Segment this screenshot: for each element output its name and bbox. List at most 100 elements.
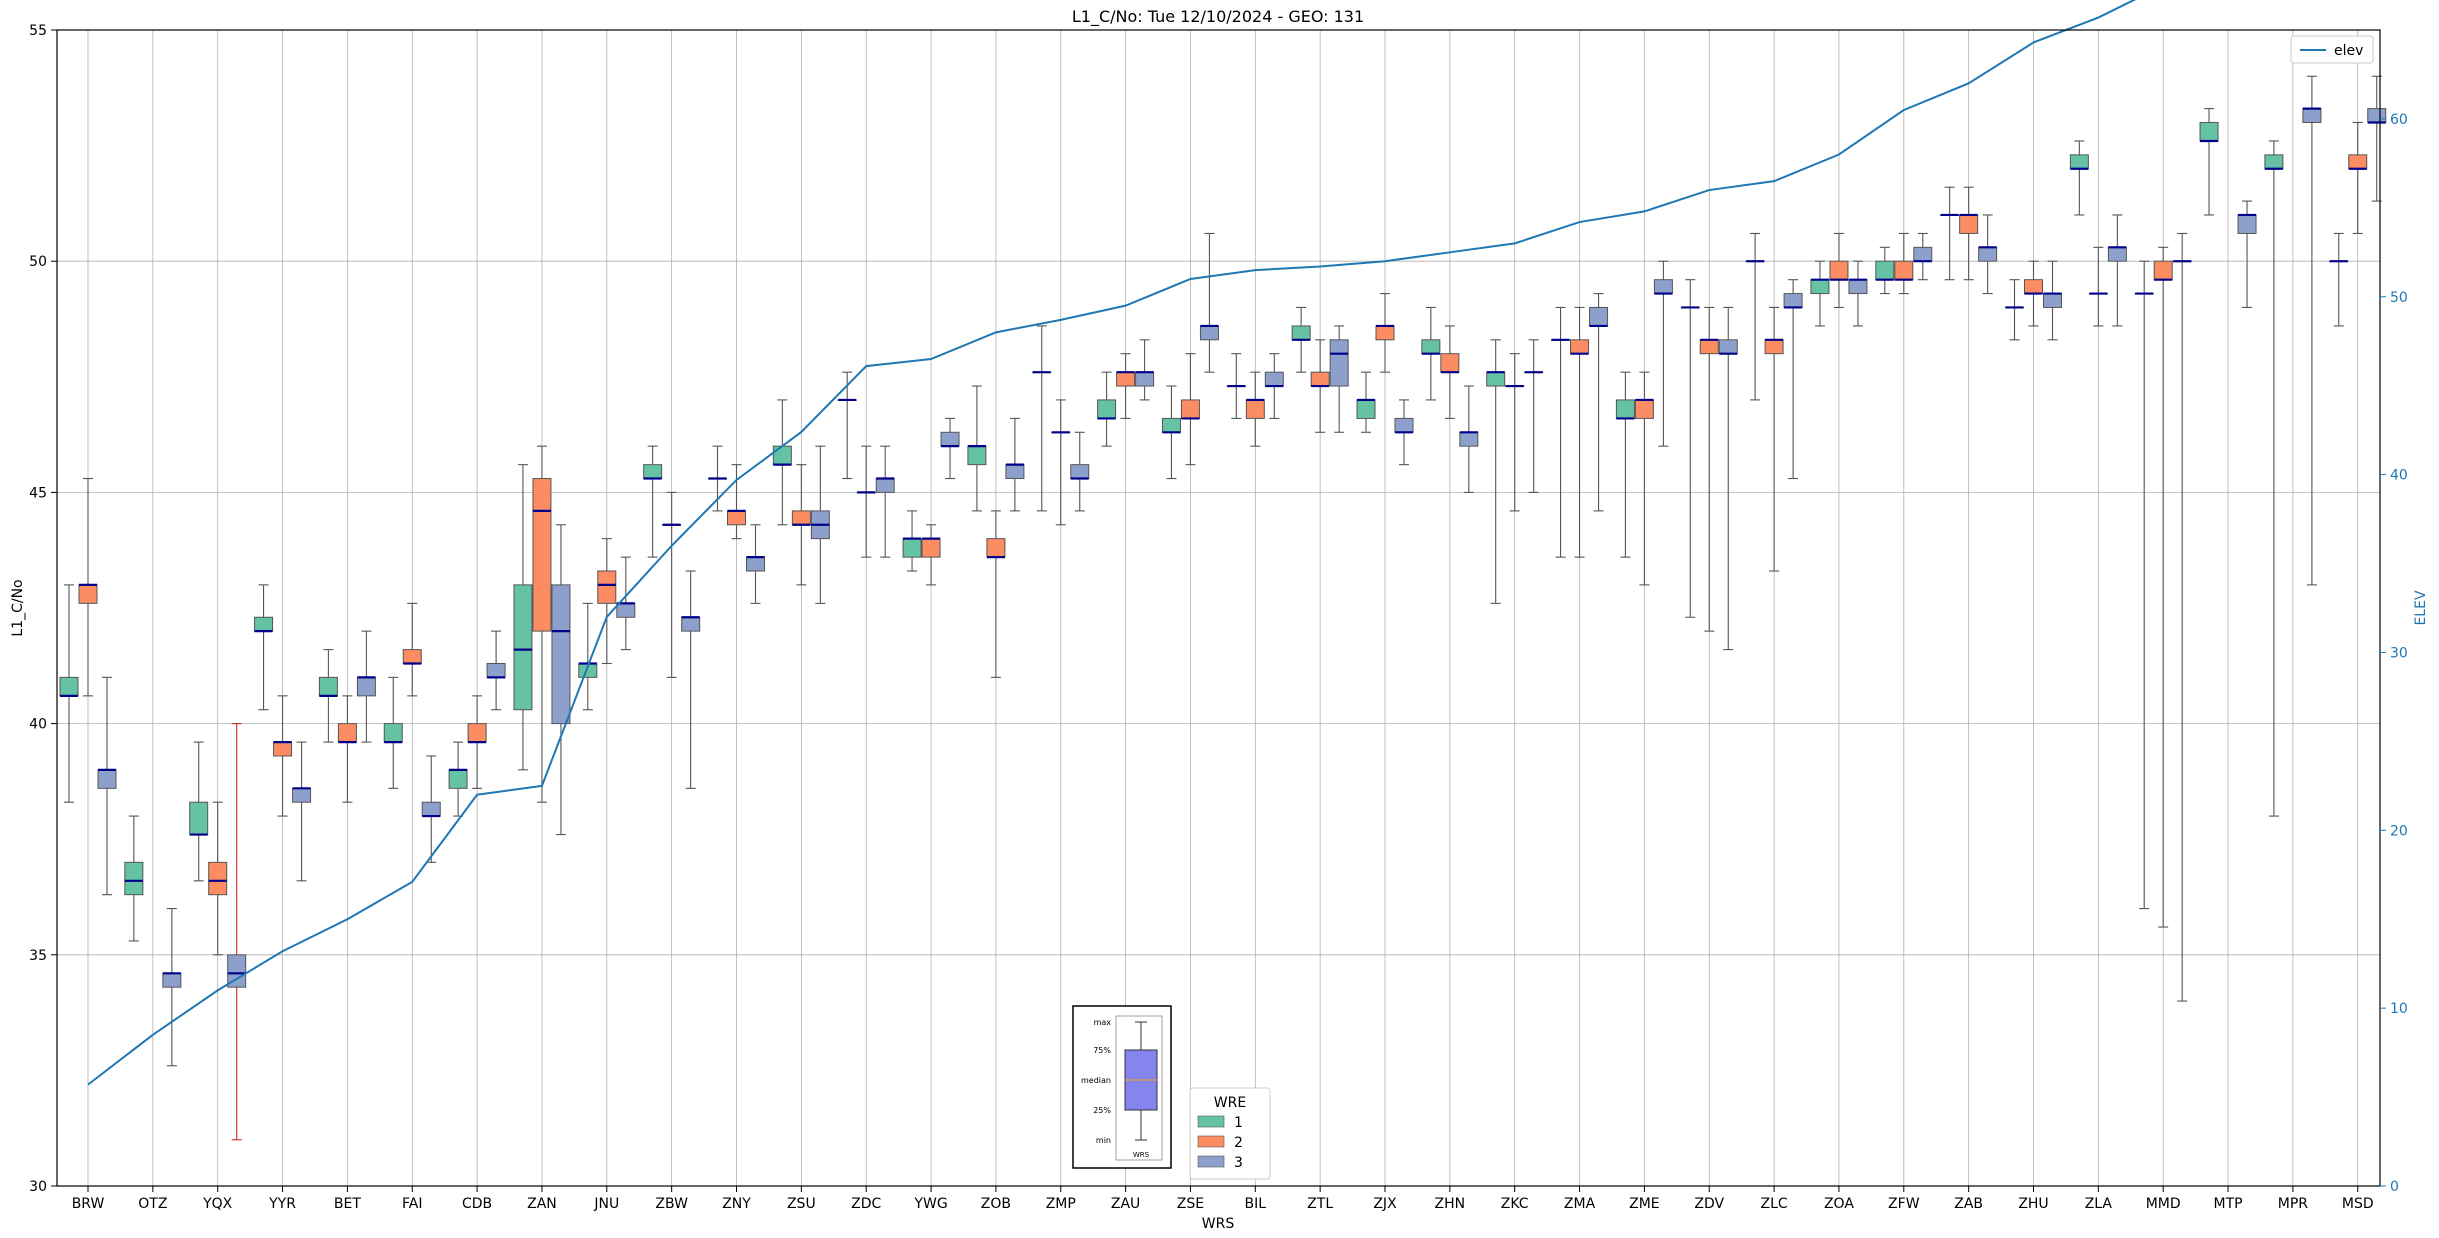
y-tick-label: 45	[29, 485, 47, 501]
box-iqr	[292, 787, 312, 803]
x-tick-label: ZAB	[1954, 1196, 1983, 1212]
x-tick-label: ZHN	[1435, 1196, 1466, 1212]
box-mpr-wre3	[2302, 75, 2322, 586]
box-zfw-wre2	[1894, 232, 1914, 295]
box-iqr	[1810, 279, 1830, 295]
box-ztl-wre2	[1310, 339, 1330, 433]
box-iqr	[227, 954, 247, 988]
box-iqr	[1356, 399, 1376, 419]
x-tick-label: ZMA	[1564, 1196, 1596, 1212]
box-iqr	[1245, 399, 1265, 419]
box-iqr	[1199, 325, 1219, 341]
line-legend: elev	[2290, 35, 2374, 64]
box-mtp-wre1	[2199, 108, 2219, 216]
box-iqr	[746, 556, 765, 572]
box-iqr	[791, 510, 811, 526]
box-zkc-wre3	[1524, 339, 1544, 493]
wre-legend-label: 1	[1234, 1115, 1243, 1131]
box-zme-wre1	[1615, 371, 1635, 558]
x-tick-label: CDB	[462, 1196, 492, 1212]
box-yqx-wre3	[227, 723, 247, 1141]
box-series	[59, 75, 2387, 1141]
box-iqr	[1829, 260, 1849, 281]
key-box-label: median	[1081, 1076, 1111, 1085]
x-tick-label: YQX	[202, 1196, 233, 1212]
box-mmd-wre2	[2153, 246, 2173, 928]
box-zdc-wre3	[875, 445, 895, 558]
box-yqx-wre2	[208, 801, 228, 956]
box-yqx-wre1	[189, 741, 209, 882]
box-iqr	[1959, 214, 1979, 234]
box-iqr	[1161, 417, 1181, 433]
x-tick-label: ZDC	[851, 1196, 881, 1212]
box-zse-wre3	[1199, 232, 1219, 373]
box-iqr	[681, 616, 701, 632]
box-zbw-wre3	[681, 570, 701, 789]
box-fai-wre2	[402, 602, 422, 697]
box-zoa-wre1	[1810, 260, 1830, 327]
x-tick-label: MSD	[2342, 1196, 2374, 1212]
box-zbw-wre2	[662, 491, 682, 678]
key-box-label: 75%	[1093, 1046, 1111, 1055]
box-iqr	[1310, 371, 1330, 387]
box-zmp-wre3	[1070, 431, 1090, 512]
box-iqr	[513, 584, 533, 711]
elev-line	[87, 0, 2137, 1086]
x-tick-label: ZLA	[2085, 1196, 2113, 1212]
elevation-line-series	[87, 0, 2137, 1086]
box-iqr	[2069, 154, 2089, 170]
box-brw-wre3	[97, 676, 117, 896]
wre-legend-swatch	[1197, 1135, 1225, 1148]
box-jnu-wre1	[578, 602, 598, 711]
box-zob-wre1	[967, 385, 987, 512]
box-zla-wre3	[2107, 214, 2127, 327]
box-iqr	[2367, 108, 2387, 123]
box-zdc-wre2	[856, 445, 876, 558]
box-iqr	[124, 861, 144, 896]
box-zme-wre3	[1653, 260, 1673, 447]
box-iqr	[2107, 246, 2127, 262]
box-cdb-wre2	[467, 695, 487, 789]
y2-tick-label: 20	[2390, 823, 2408, 839]
box-iqr	[727, 510, 746, 526]
box-zhn-wre2	[1440, 325, 1460, 419]
box-iqr	[1718, 339, 1738, 355]
box-zoa-wre2	[1829, 232, 1849, 308]
box-zab-wre2	[1959, 186, 1979, 281]
x-tick-label: YWG	[913, 1196, 947, 1212]
box-brw-wre1	[59, 584, 79, 803]
box-zdv-wre2	[1699, 306, 1719, 632]
box-iqr	[1264, 371, 1284, 387]
line-legend-frame	[2290, 35, 2374, 64]
box-iqr	[1783, 293, 1803, 308]
box-zau-wre1	[1097, 371, 1117, 447]
box-ztl-wre1	[1291, 306, 1311, 373]
box-zdc-wre1	[837, 371, 857, 480]
box-zlc-wre2	[1764, 306, 1784, 572]
y-axis-label: L1_C/No	[10, 579, 26, 636]
box-iqr	[1394, 417, 1414, 433]
x-tick-label: JNU	[593, 1196, 619, 1212]
box-iqr	[1291, 325, 1311, 341]
x-tick-label: FAI	[402, 1196, 422, 1212]
box-zsu-wre1	[772, 399, 792, 526]
x-tick-label: ZDV	[1694, 1196, 1724, 1212]
box-zbw-wre1	[643, 445, 663, 558]
y2-tick-label: 60	[2390, 112, 2408, 128]
box-iqr	[1589, 306, 1609, 327]
box-iqr	[1070, 464, 1090, 480]
box-cdb-wre1	[448, 741, 468, 817]
box-zny-wre3	[746, 524, 765, 604]
box-zob-wre3	[1005, 417, 1025, 512]
box-bil-wre3	[1264, 353, 1284, 419]
x-tick-label: ZFW	[1888, 1196, 1920, 1212]
box-zan-wre1	[513, 464, 533, 771]
box-zhn-wre3	[1459, 385, 1479, 493]
y-tick-label: 50	[29, 254, 47, 270]
box-iqr	[2302, 108, 2322, 123]
box-zob-wre2	[986, 510, 1006, 678]
box-iqr	[2153, 260, 2173, 281]
box-iqr	[1615, 399, 1635, 419]
key-box-inner-frame	[1115, 1015, 1163, 1161]
